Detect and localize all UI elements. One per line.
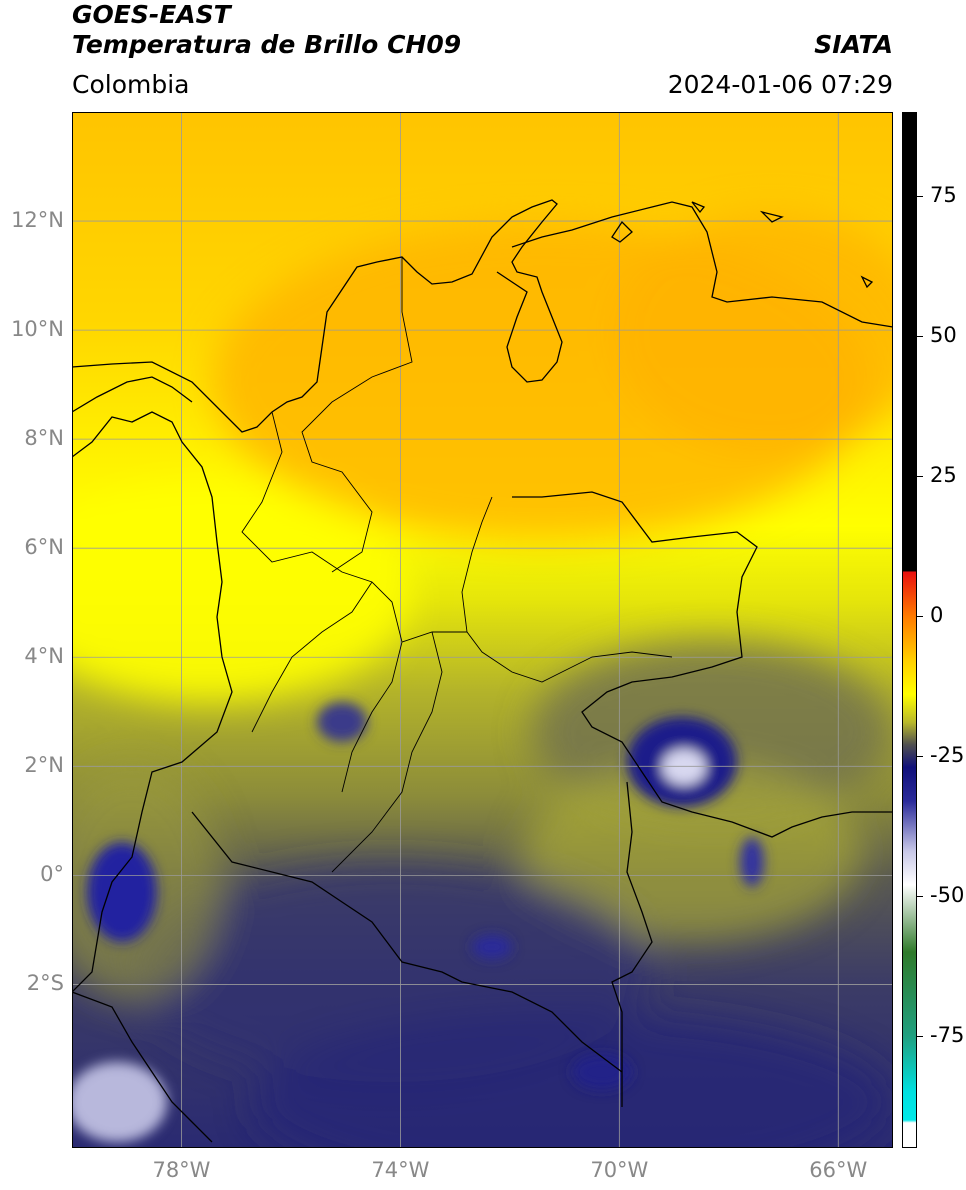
lon-tick-label: 70°W bbox=[590, 1158, 649, 1182]
colorbar bbox=[902, 112, 917, 1148]
colorbar-tick bbox=[917, 196, 923, 197]
colombia-brazil-border bbox=[611, 781, 653, 1107]
ecuador-peru-border bbox=[72, 991, 213, 1143]
internal-borders bbox=[241, 257, 673, 873]
temperature-field bbox=[72, 112, 893, 1148]
brightness-temperature-map bbox=[72, 112, 893, 1148]
lat-tick-label: 12°N bbox=[11, 208, 64, 233]
colorbar-tick-label: -50 bbox=[930, 883, 965, 907]
coastline-and-borders bbox=[72, 199, 893, 1143]
lat-tick-label: 8°N bbox=[24, 426, 64, 451]
colombia-peru-border bbox=[191, 811, 623, 1073]
colorbar-tick bbox=[917, 1036, 923, 1037]
colorbar-tick-label: 75 bbox=[930, 183, 957, 207]
pacific-coast bbox=[72, 411, 233, 993]
lat-tick-label: 6°N bbox=[24, 535, 64, 560]
colorbar-tick-label: 50 bbox=[930, 323, 957, 347]
region-label: Colombia bbox=[72, 70, 190, 99]
lat-tick-label: 2°S bbox=[26, 971, 64, 996]
colorbar-tick bbox=[917, 756, 923, 757]
islands bbox=[611, 201, 874, 289]
colorbar-tick bbox=[917, 336, 923, 337]
colorbar-tick-label: 25 bbox=[930, 463, 957, 487]
colorbar-tick-label: -75 bbox=[930, 1023, 965, 1047]
colorbar-tick bbox=[917, 616, 923, 617]
agency-label: SIATA bbox=[814, 30, 893, 59]
satellite-title: GOES-EAST bbox=[72, 0, 231, 29]
caribbean-coast bbox=[72, 199, 563, 433]
colorbar-tick-label: -25 bbox=[930, 743, 965, 767]
lat-tick-label: 10°N bbox=[11, 317, 64, 342]
lat-tick-label: 2°N bbox=[24, 753, 64, 778]
panama-coast bbox=[72, 376, 193, 413]
colorbar-tick bbox=[917, 476, 923, 477]
colorbar-tick bbox=[917, 896, 923, 897]
graticule bbox=[72, 112, 893, 1148]
lon-tick-label: 74°W bbox=[371, 1158, 430, 1182]
lat-tick-label: 4°N bbox=[24, 644, 64, 669]
product-title: Temperatura de Brillo CH09 bbox=[72, 30, 462, 59]
datetime-label: 2024-01-06 07:29 bbox=[667, 70, 893, 99]
colorbar-tick-label: 0 bbox=[930, 603, 944, 627]
colombia-venezuela-border bbox=[512, 491, 893, 838]
venezuela-coast bbox=[511, 201, 893, 328]
lon-tick-label: 66°W bbox=[809, 1158, 868, 1182]
lat-tick-label: 0° bbox=[40, 862, 64, 887]
lon-tick-label: 78°W bbox=[152, 1158, 211, 1182]
